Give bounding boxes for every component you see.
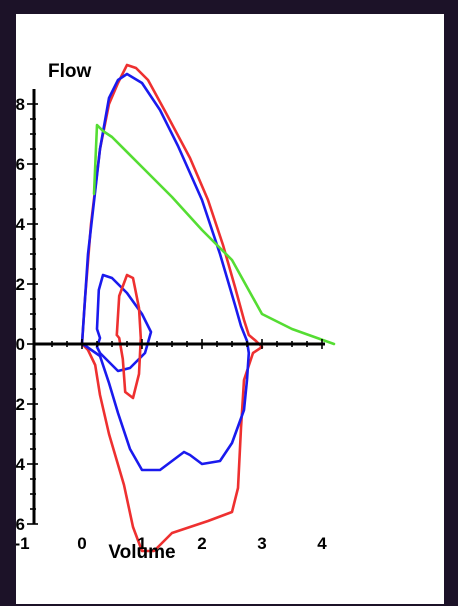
x-tick-label: 0 [77, 534, 86, 553]
series-line-2 [80, 72, 251, 472]
x-tick-label: 4 [317, 534, 327, 553]
x-tick-label: 1 [137, 534, 146, 553]
chart-frame: 8 6 4 2 0 -2 -4 -6-1 0 1 2 3 4 Flow Volume [16, 14, 444, 604]
y-tick-label: 2 [16, 275, 25, 294]
series-line-4 [115, 273, 143, 400]
y-tick-label: 8 [16, 95, 25, 114]
y-tick-label: -2 [16, 395, 25, 414]
data-marks [80, 63, 336, 553]
flow-volume-chart: 8 6 4 2 0 -2 -4 -6-1 0 1 2 3 4 Flow Volume [16, 61, 336, 563]
series-line-5 [92, 123, 336, 346]
y-tick-label: 0 [16, 335, 25, 354]
x-tick-label: -1 [16, 534, 30, 553]
x-tick-label: 3 [257, 534, 266, 553]
y-tick-label: 4 [16, 215, 26, 234]
y-tick-label: -6 [16, 515, 25, 534]
series-line-3 [95, 273, 153, 373]
y-tick-label: -4 [16, 455, 26, 474]
x-axis-title: Volume [108, 542, 175, 563]
axes: 8 6 4 2 0 -2 -4 -6-1 0 1 2 3 4 Flow Volume [16, 61, 327, 563]
y-axis-title: Flow [48, 61, 91, 82]
x-tick-label: 2 [197, 534, 206, 553]
y-tick-label: 6 [16, 155, 25, 174]
